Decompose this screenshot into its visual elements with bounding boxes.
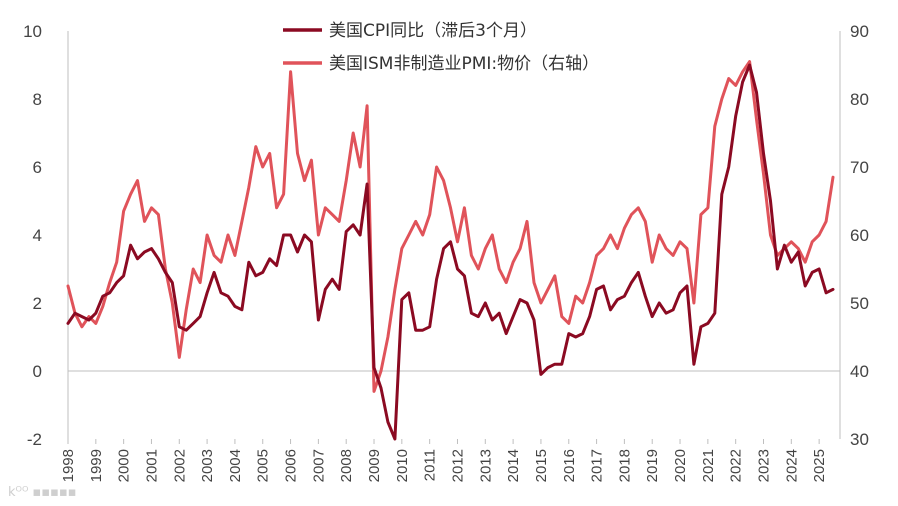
x-tick-label: 2009 [366, 449, 383, 482]
x-tick-label: 2023 [755, 449, 772, 482]
legend-label-cpi: 美国CPI同比（滞后3个月） [329, 21, 537, 41]
right-tick-label: 60 [850, 226, 869, 245]
series-layer [66, 60, 835, 441]
series-line-cpi [66, 63, 835, 441]
legend-item-ism: 美国ISM非制造业PMI:物价（右轴） [283, 54, 599, 74]
x-tick-label: 2021 [700, 449, 717, 482]
right-tick-label: 50 [850, 294, 869, 313]
x-tick-label: 2011 [422, 449, 439, 481]
x-tick-label: 2016 [561, 449, 578, 482]
right-tick-label: 70 [850, 158, 869, 177]
x-tick-label: 2022 [728, 449, 745, 482]
series-line-ism-prices [66, 60, 835, 393]
x-tick-label: 2013 [477, 449, 494, 482]
legend: 美国CPI同比（滞后3个月） 美国ISM非制造业PMI:物价（右轴） [283, 21, 599, 74]
left-tick-label: 10 [23, 22, 42, 41]
x-tick-label: 2007 [310, 449, 327, 482]
x-tick-label: 2005 [255, 449, 272, 482]
x-tick-label: 2024 [783, 449, 800, 482]
left-tick-label: 4 [33, 226, 42, 245]
x-tick-label: 2025 [811, 449, 828, 482]
x-tick-label: 2017 [589, 449, 606, 482]
right-tick-label: 80 [850, 90, 869, 109]
x-tick-label: 2020 [672, 449, 689, 482]
right-tick-label: 30 [850, 430, 869, 449]
x-tick-label: 2010 [394, 449, 411, 482]
x-tick-label: 2018 [616, 449, 633, 482]
right-tick-label: 90 [850, 22, 869, 41]
x-tick-label: 2014 [505, 449, 522, 482]
legend-item-cpi: 美国CPI同比（滞后3个月） [283, 21, 537, 41]
left-tick-label: 6 [33, 158, 42, 177]
legend-label-ism: 美国ISM非制造业PMI:物价（右轴） [329, 54, 599, 74]
x-tick-label: 1999 [88, 449, 105, 482]
left-y-axis: -2 0 2 4 6 8 10 [23, 22, 42, 449]
x-tick-label: 2002 [171, 449, 188, 482]
x-axis: 1998 1999 2000 2001 2002 2003 2004 2005 2006 2007… [60, 439, 828, 482]
x-tick-label: 2015 [533, 449, 550, 482]
x-tick-label: 2008 [338, 449, 355, 482]
watermark-logo-graphic: kᴼᴼ ▪▪▪▪▪ [8, 485, 77, 500]
left-tick-label: -2 [27, 430, 42, 449]
x-tick-label: 2006 [283, 449, 300, 482]
left-tick-label: 0 [33, 362, 42, 381]
watermark-logo: kᴼᴼ ▪▪▪▪▪ [8, 485, 77, 500]
right-tick-label: 40 [850, 362, 869, 381]
x-tick-label: 2000 [116, 449, 133, 482]
x-tick-label: 2004 [227, 449, 244, 482]
x-tick-label: 2012 [449, 449, 466, 482]
x-tick-label: 2003 [199, 449, 216, 482]
right-y-axis: 30 40 50 60 70 80 90 [850, 22, 869, 449]
x-tick-label: 2001 [143, 449, 160, 482]
left-tick-label: 8 [33, 90, 42, 109]
x-tick-label: 1998 [60, 449, 77, 482]
x-tick-label: 2019 [644, 449, 661, 482]
left-tick-label: 2 [33, 294, 42, 313]
